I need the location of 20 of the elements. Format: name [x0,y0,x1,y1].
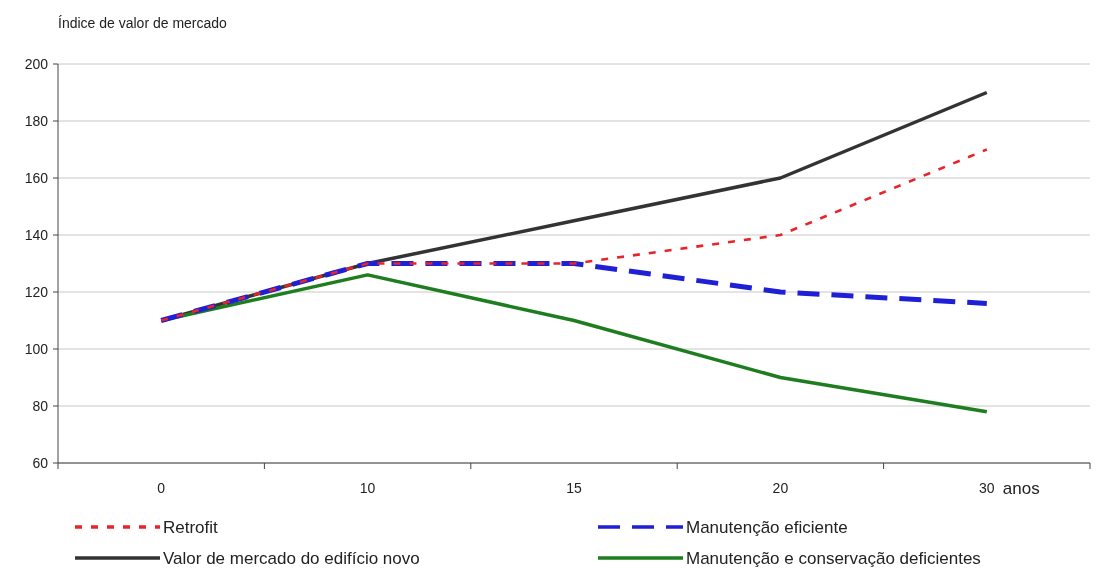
y-tick-label: 60 [32,454,49,471]
legend-label: Retrofit [163,517,219,537]
y-axis-title: Índice de valor de mercado [58,15,228,31]
y-tick-label: 160 [24,169,49,186]
legend-label: Manutenção e conservação deficientes [686,548,981,568]
x-tick-label: 30 [979,480,995,496]
y-tick-label: 180 [24,112,49,129]
legend-label: Manutenção eficiente [686,517,848,537]
x-axis-title: anos [1002,479,1040,498]
y-tick-label: 100 [24,340,49,357]
line-series [159,148,989,322]
y-tick-label: 200 [24,55,49,72]
legend-label: Valor de mercado do edifício novo [163,548,420,568]
y-tick-label: 80 [32,397,49,414]
x-tick-label: 15 [566,480,582,496]
y-tick-label: 140 [24,226,49,243]
x-tick-label: 20 [772,480,789,496]
x-tick-label: 0 [157,480,166,496]
x-tick-label: 10 [359,480,376,496]
y-tick-label: 120 [24,283,49,300]
